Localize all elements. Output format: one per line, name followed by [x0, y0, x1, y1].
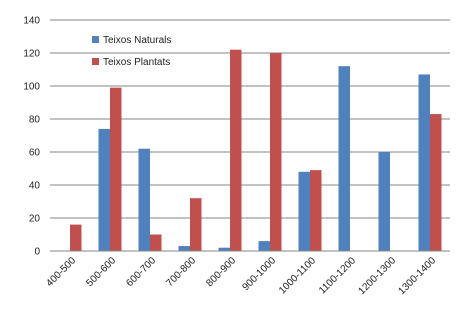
- bar-plantats-1000-1100: [310, 170, 322, 251]
- legend: Teixos Naturals Teixos Plantats: [92, 35, 171, 68]
- bar-naturals-1200-1300: [378, 152, 390, 251]
- y-tick-label: 0: [34, 247, 40, 258]
- x-tick-label: 1200-1300: [357, 255, 399, 297]
- bar-naturals-1100-1200: [338, 66, 350, 251]
- bar-naturals-500-600: [98, 128, 110, 251]
- bar-plantats-600-700: [150, 234, 162, 251]
- y-tick-label: 20: [29, 214, 41, 225]
- x-axis-tick-labels: 400-500 500-600 600-700 700-800 800-900 900-1…: [44, 255, 438, 297]
- legend-swatch: [92, 58, 99, 65]
- legend-swatch: [92, 36, 99, 43]
- x-tick-label: 1300-1400: [397, 255, 439, 297]
- legend-label: Teixos Naturals: [103, 35, 171, 46]
- x-tick-label: 1100-1200: [317, 255, 358, 296]
- y-tick-label: 40: [29, 181, 41, 192]
- x-tick-label: 500-600: [84, 255, 118, 289]
- x-tick-label: 800-900: [204, 255, 238, 289]
- y-axis-tick-labels: 0 20 40 60 80 100 120 140: [23, 16, 40, 258]
- bar-naturals-700-800: [178, 246, 190, 251]
- x-tick-label: 700-800: [164, 255, 198, 289]
- x-tick-label: 600-700: [124, 255, 158, 289]
- bar-naturals-1300-1400: [418, 74, 430, 251]
- y-tick-label: 100: [23, 82, 40, 93]
- x-tick-label: 400-500: [44, 255, 78, 289]
- y-tick-label: 60: [29, 148, 41, 159]
- bars: [70, 49, 442, 252]
- bar-naturals-600-700: [138, 148, 150, 251]
- legend-label: Teixos Plantats: [103, 57, 170, 68]
- y-tick-label: 120: [23, 49, 40, 60]
- x-tick-label: 1000-1100: [277, 255, 318, 296]
- bar-plantats-900-1000: [270, 53, 282, 251]
- bar-plantats-800-900: [230, 49, 242, 252]
- bar-plantats-1300-1400: [430, 114, 442, 251]
- bar-naturals-800-900: [218, 247, 230, 251]
- y-tick-label: 80: [29, 115, 41, 126]
- bar-naturals-900-1000: [258, 241, 270, 251]
- bar-naturals-1000-1100: [298, 171, 310, 251]
- bar-plantats-700-800: [190, 198, 202, 251]
- bar-plantats-400-500: [70, 224, 82, 251]
- x-tick-label: 900-1000: [240, 255, 278, 293]
- bar-plantats-500-600: [110, 87, 122, 252]
- y-tick-label: 140: [23, 16, 40, 27]
